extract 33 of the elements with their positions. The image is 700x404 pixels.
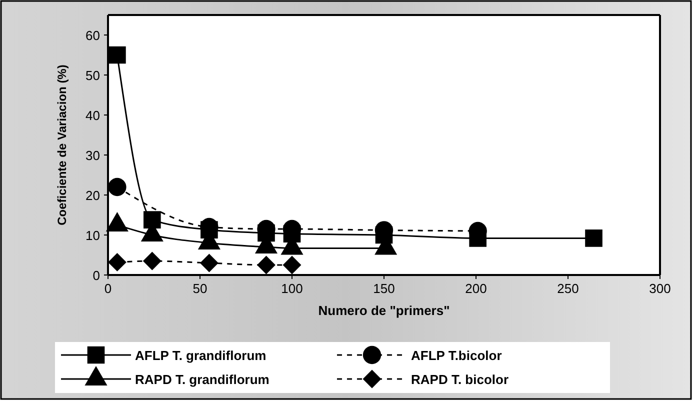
legend-label: AFLP T.bicolor [411, 348, 502, 363]
x-axis-title: Numero de "primers" [318, 303, 450, 318]
y-tick-label: 20 [86, 188, 100, 203]
point [108, 252, 126, 272]
point [200, 221, 218, 238]
legend-label: AFLP T. grandiflorum [135, 348, 266, 363]
point [375, 226, 393, 244]
point [200, 254, 218, 272]
legend-label: RAPD T. bicolor [411, 372, 509, 387]
x-tick-label: 200 [465, 281, 487, 296]
point [585, 230, 602, 247]
point [108, 178, 126, 196]
x-tick-label: 250 [557, 281, 579, 296]
x-tick-label: 50 [192, 281, 208, 296]
y-tick-label: 50 [86, 68, 100, 83]
point [258, 224, 275, 242]
x-tick-label: 150 [373, 281, 395, 296]
y-tick-label: 0 [92, 268, 100, 283]
y-tick-label: 30 [86, 148, 100, 163]
legend-label: RAPD T. grandiflorum [135, 372, 270, 387]
x-tick-label: 0 [104, 281, 112, 296]
point [144, 211, 161, 228]
point [108, 46, 126, 64]
y-tick-label: 10 [86, 228, 100, 243]
y-axis-title: Coeficiente de Variacion (%) [55, 64, 69, 226]
point [257, 256, 276, 274]
point [283, 225, 301, 242]
point [282, 256, 302, 274]
point [142, 252, 162, 270]
x-tick-label: 300 [649, 281, 671, 296]
y-tick-label: 60 [86, 28, 100, 43]
x-tick-label: 100 [281, 281, 303, 296]
y-tick-label: 40 [86, 108, 100, 123]
